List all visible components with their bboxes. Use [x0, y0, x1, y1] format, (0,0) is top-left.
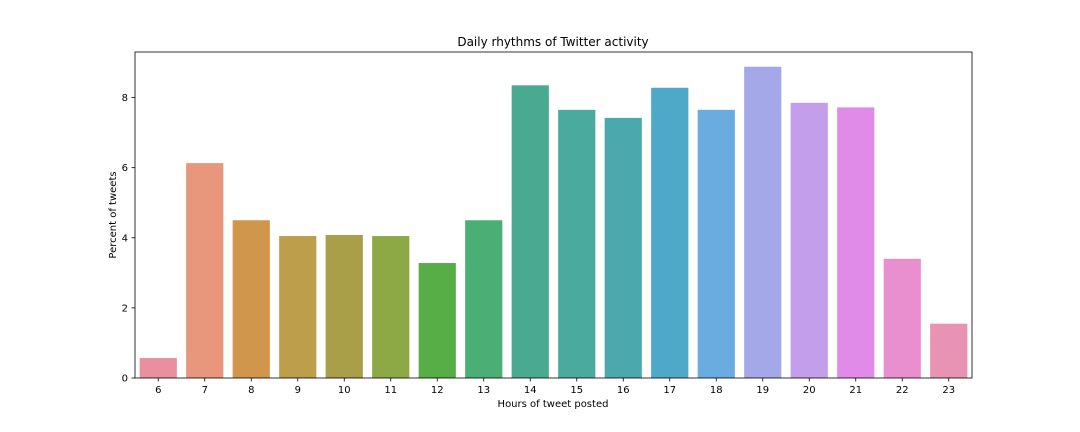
bar-hour-13 [465, 220, 503, 378]
y-axis: 0 2 4 6 8 [122, 93, 135, 385]
y-tick-label: 2 [122, 303, 128, 314]
y-tick-label: 0 [122, 374, 128, 385]
x-tick-label: 20 [803, 385, 816, 396]
bar-hour-20 [790, 102, 828, 379]
x-tick-label: 10 [338, 385, 351, 396]
x-axis: 6 7 8 9 10 11 12 13 14 15 16 17 18 19 20 21 22 23 [155, 378, 955, 396]
x-tick-label: 8 [248, 385, 254, 396]
bar-hour-9 [279, 236, 317, 378]
bars-group [139, 66, 968, 379]
x-tick-label: 17 [663, 385, 676, 396]
bar-hour-18 [697, 109, 735, 378]
bar-hour-10 [325, 234, 363, 378]
bar-hour-14 [511, 85, 549, 378]
x-tick-label: 13 [477, 385, 490, 396]
x-tick-label: 14 [524, 385, 537, 396]
x-tick-label: 18 [710, 385, 723, 396]
bar-hour-16 [604, 117, 642, 379]
bar-hour-8 [232, 220, 270, 378]
x-tick-label: 16 [617, 385, 630, 396]
x-tick-label: 22 [896, 385, 909, 396]
bar-hour-15 [558, 109, 596, 378]
bar-hour-23 [930, 323, 968, 378]
y-tick-label: 8 [122, 93, 128, 104]
bar-hour-12 [418, 263, 456, 378]
x-tick-label: 15 [570, 385, 583, 396]
x-tick-label: 11 [384, 385, 397, 396]
x-tick-label: 7 [202, 385, 208, 396]
bar-hour-11 [372, 236, 410, 378]
y-axis-label: Percent of tweets [108, 171, 119, 258]
x-tick-label: 6 [155, 385, 161, 396]
bar-hour-21 [837, 107, 875, 378]
bar-hour-19 [744, 66, 782, 378]
x-axis-label: Hours of tweet posted [498, 399, 609, 410]
y-tick-label: 6 [122, 163, 128, 174]
bar-hour-22 [883, 258, 921, 378]
x-tick-label: 9 [295, 385, 301, 396]
chart-title: Daily rhythms of Twitter activity [457, 35, 648, 49]
x-tick-label: 21 [849, 385, 862, 396]
x-tick-label: 23 [942, 385, 955, 396]
x-tick-label: 12 [431, 385, 444, 396]
plot-frame [134, 51, 973, 379]
bar-hour-7 [186, 163, 224, 378]
bar-hour-6 [139, 358, 177, 378]
x-tick-label: 19 [756, 385, 769, 396]
bar-hour-17 [651, 87, 689, 379]
y-tick-label: 4 [122, 233, 128, 244]
